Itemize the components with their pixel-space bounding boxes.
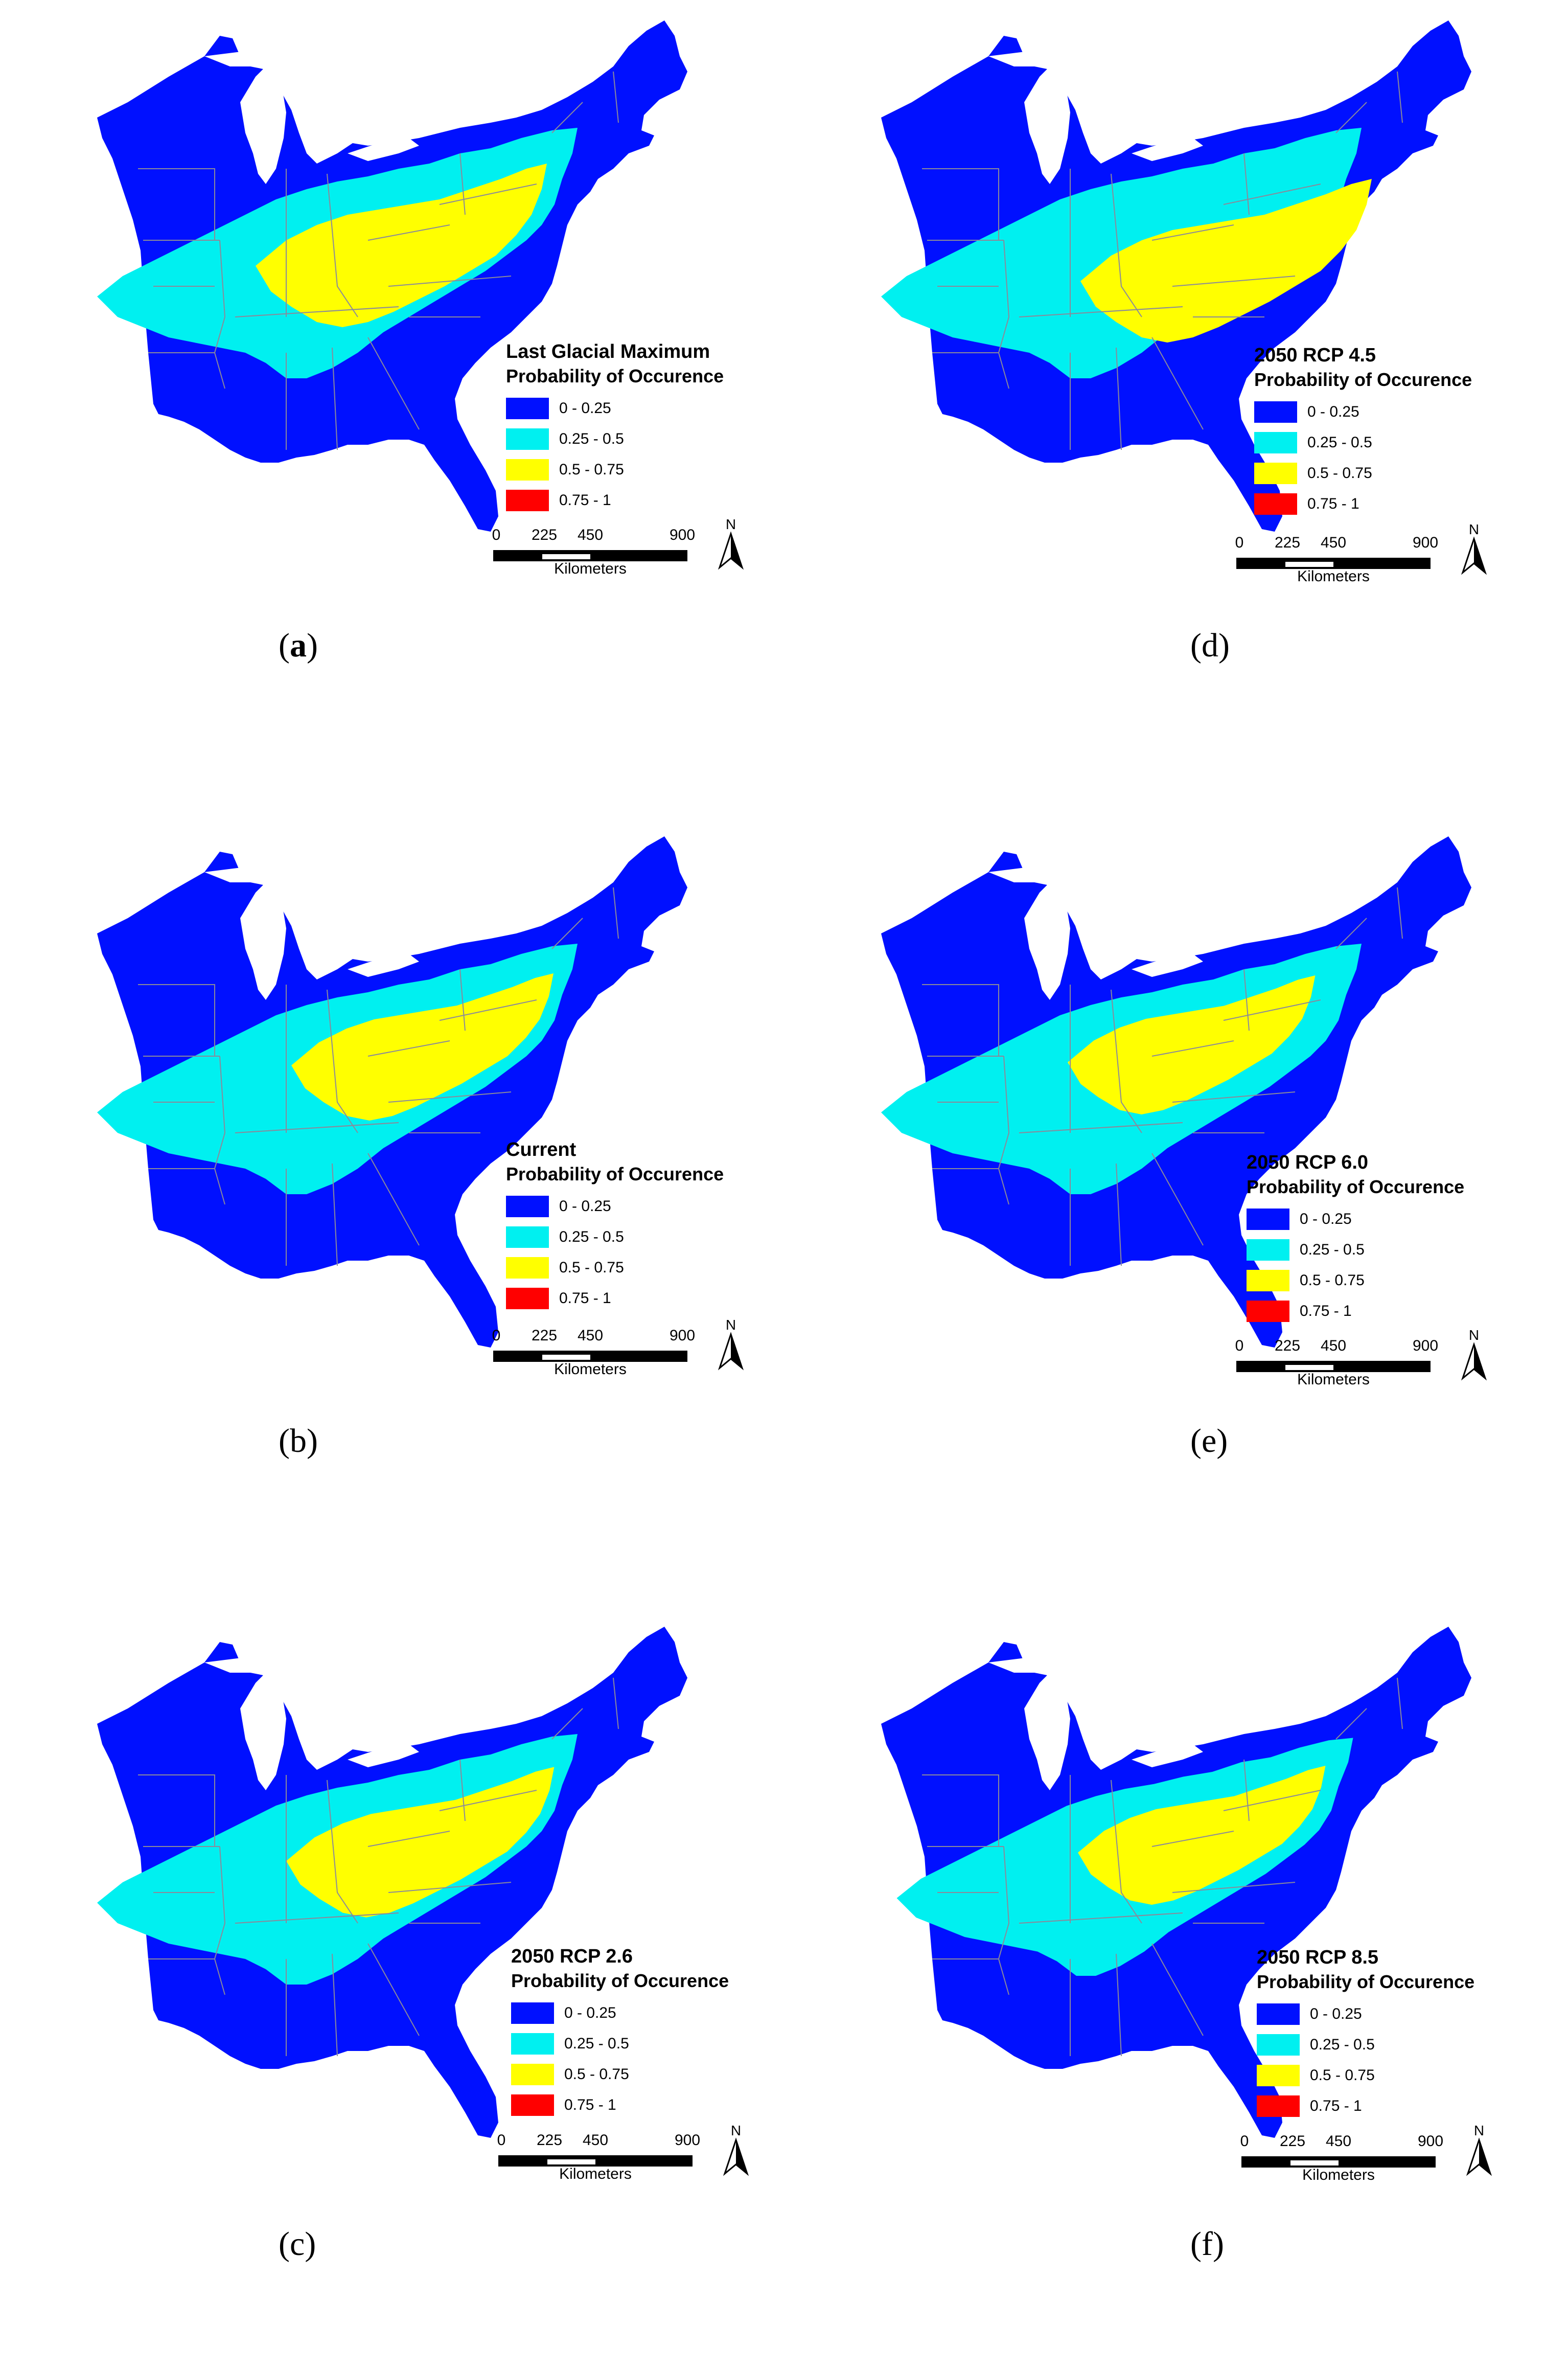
- legend-row: 0.25 - 0.5: [1247, 1235, 1464, 1265]
- scale-bar-e: 0 225 450 900 Kilometers: [1235, 1337, 1439, 1388]
- map-panel-f: 2050 RCP 8.5 Probability of Occurence 0 …: [784, 1530, 1568, 2294]
- legend-d: 2050 RCP 4.5 Probability of Occurence 0 …: [1254, 344, 1472, 519]
- legend-label: 0.25 - 0.5: [559, 430, 624, 447]
- legend-title-a: Last Glacial Maximum: [506, 341, 710, 362]
- legend-b: Current Probability of Occurence 0 - 0.2…: [506, 1138, 724, 1314]
- legend-subtitle: Probability of Occurence: [1257, 1971, 1475, 1992]
- legend-label: 0.5 - 0.75: [559, 461, 624, 478]
- scale-bar-c: 0 225 450 900 Kilometers: [497, 2132, 701, 2182]
- north-arrow-icon: [1461, 536, 1487, 575]
- legend-subtitle: Probability of Occurence: [1247, 1176, 1465, 1197]
- scale-bar-d: 0 225 450 900 Kilometers: [1235, 534, 1439, 585]
- north-arrow-e: N: [1459, 1327, 1489, 1383]
- map-panel-b: Current Probability of Occurence 0 - 0.2…: [0, 765, 784, 1530]
- legend-row: 0.25 - 0.5: [511, 2028, 729, 2059]
- scale-unit: Kilometers: [554, 560, 627, 577]
- legend-row: 0.75 - 1: [506, 1283, 724, 1314]
- legend-row: 0.75 - 1: [506, 485, 724, 516]
- north-arrow-f: N: [1464, 2123, 1494, 2179]
- legend-subtitle: Probability of Occurence: [506, 366, 724, 386]
- north-label: N: [725, 516, 736, 532]
- legend-c: 2050 RCP 2.6 Probability of Occurence 0 …: [511, 1945, 729, 2121]
- map-panel-c: 2050 RCP 2.6 Probability of Occurence 0 …: [0, 1530, 784, 2294]
- panel-label-c: (c): [279, 2225, 316, 2263]
- north-arrow-b: N: [716, 1317, 746, 1373]
- legend-row: 0.5 - 0.75: [511, 2059, 729, 2090]
- legend-row: 0.25 - 0.5: [1254, 427, 1472, 458]
- legend-e: 2050 RCP 6.0 Probability of Occurence 0 …: [1247, 1151, 1464, 1327]
- legend-row: 0 - 0.25: [506, 393, 724, 424]
- legend-title-f: 2050 RCP 8.5: [1257, 1947, 1379, 1968]
- map-panel-d: 2050 RCP 4.5 Probability of Occurence 0 …: [784, 0, 1568, 765]
- legend-row: 0.25 - 0.5: [1257, 2030, 1474, 2060]
- legend-title-d: 2050 RCP 4.5: [1254, 345, 1376, 366]
- legend-row: 0.5 - 0.75: [1247, 1265, 1464, 1296]
- panel-label-e: (e): [1190, 1422, 1228, 1460]
- scale-bar-a: 0 225 450 900 Kilometers: [492, 527, 695, 583]
- north-arrow-icon: [718, 1332, 744, 1371]
- scale-bar-b: 0 225 450 900 Kilometers: [492, 1327, 696, 1378]
- scale-bar-f: 0 225 450 900 Kilometers: [1240, 2133, 1444, 2183]
- panel-label-d: (d): [1190, 627, 1230, 664]
- legend-row: 0 - 0.25: [1254, 397, 1472, 427]
- legend-row: 0 - 0.25: [506, 1191, 724, 1222]
- legend-row: 0 - 0.25: [511, 1998, 729, 2028]
- north-arrow-d: N: [1459, 521, 1489, 578]
- scale-tick: 900: [669, 527, 696, 543]
- scale-tick: 0: [492, 527, 501, 543]
- north-arrow-icon: [723, 2137, 749, 2176]
- map-panel-e: 2050 RCP 6.0 Probability of Occurence 0 …: [784, 765, 1568, 1530]
- legend-f: 2050 RCP 8.5 Probability of Occurence 0 …: [1257, 1946, 1474, 2122]
- north-arrow-icon: [718, 531, 744, 570]
- legend-row: 0.5 - 0.75: [1257, 2060, 1474, 2091]
- legend-a: Last Glacial Maximum Probability of Occu…: [506, 340, 724, 516]
- swatch-cyan: [506, 428, 549, 450]
- legend-row: 0.25 - 0.5: [506, 424, 724, 454]
- legend-row: 0.25 - 0.5: [506, 1222, 724, 1252]
- legend-title-e: 2050 RCP 6.0: [1247, 1152, 1369, 1173]
- scale-tick: 225: [531, 527, 558, 543]
- panel-label-b: (b): [279, 1422, 318, 1460]
- legend-title-c: 2050 RCP 2.6: [511, 1946, 633, 1967]
- map-panel-a: Last Glacial Maximum Probability of Occu…: [0, 0, 784, 765]
- north-arrow-c: N: [721, 2123, 751, 2179]
- legend-label: 0 - 0.25: [559, 400, 611, 417]
- north-arrow-icon: [1466, 2137, 1492, 2176]
- legend-subtitle: Probability of Occurence: [511, 1970, 729, 1991]
- swatch-yellow: [506, 459, 549, 481]
- legend-subtitle: Probability of Occurence: [506, 1164, 724, 1184]
- scale-tick: 450: [577, 527, 604, 543]
- legend-row: 0.5 - 0.75: [1254, 458, 1472, 489]
- swatch-blue: [506, 398, 549, 419]
- panel-label-f: (f): [1190, 2225, 1224, 2263]
- swatch-red: [506, 490, 549, 511]
- legend-subtitle: Probability of Occurence: [1254, 369, 1472, 390]
- legend-row: 0.75 - 1: [1254, 489, 1472, 519]
- legend-row: 0.75 - 1: [1247, 1296, 1464, 1327]
- legend-label: 0.75 - 1: [559, 492, 611, 509]
- panel-label-a: (a): [279, 627, 318, 664]
- legend-title-b: Current: [506, 1139, 577, 1160]
- legend-row: 0 - 0.25: [1257, 1999, 1474, 2030]
- legend-row: 0.75 - 1: [511, 2090, 729, 2121]
- legend-row: 0.75 - 1: [1257, 2091, 1474, 2122]
- north-arrow-icon: [1461, 1342, 1487, 1381]
- legend-row: 0 - 0.25: [1247, 1204, 1464, 1235]
- legend-row: 0.5 - 0.75: [506, 1252, 724, 1283]
- legend-row: 0.5 - 0.75: [506, 454, 724, 485]
- north-arrow-a: N: [716, 516, 746, 573]
